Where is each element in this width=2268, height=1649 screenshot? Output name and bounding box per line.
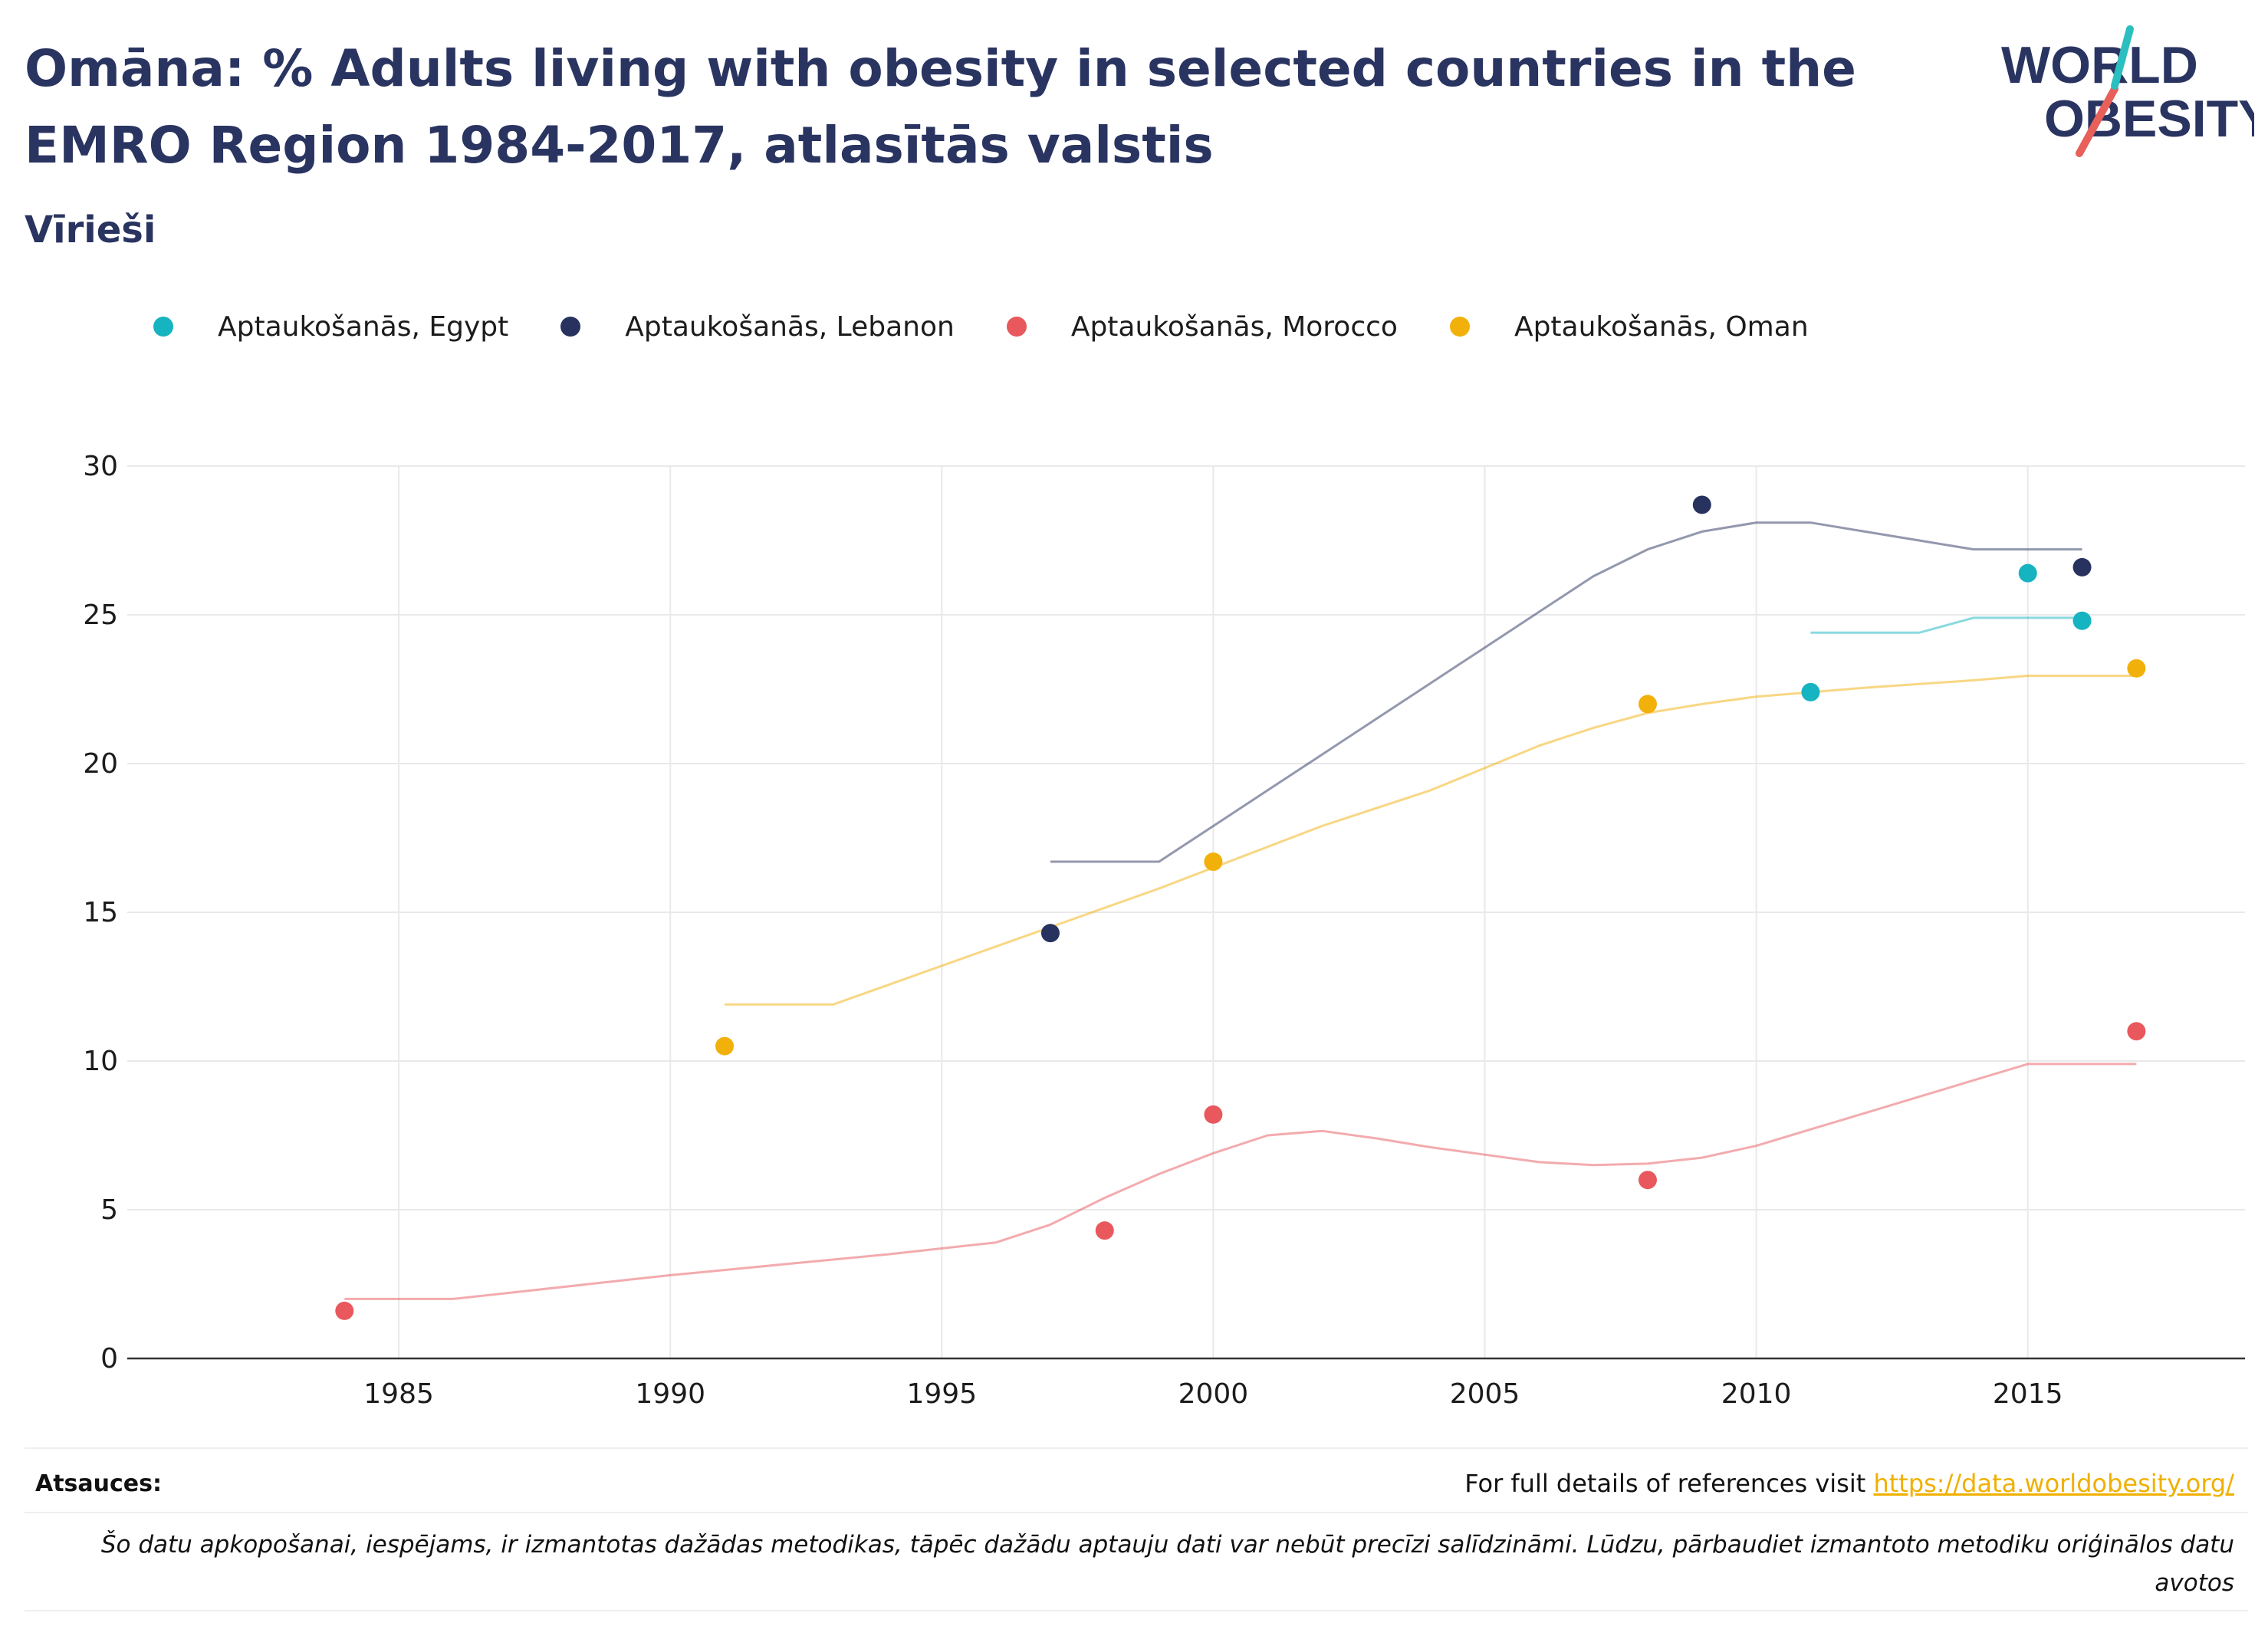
chart-title: Omāna: % Adults living with obesity in s…: [25, 39, 1856, 175]
legend-dot-icon: [1006, 317, 1027, 337]
y-tick-label: 10: [83, 1046, 118, 1077]
data-point: [2072, 557, 2092, 576]
data-point: [1204, 1105, 1223, 1124]
data-point: [2127, 1022, 2146, 1041]
trend-line: [1810, 616, 2082, 634]
data-point: [2072, 611, 2092, 630]
trend-line: [725, 675, 2137, 1006]
legend-label: Aptaukošanās, Oman: [1514, 310, 1809, 343]
data-point: [1638, 695, 1657, 714]
x-tick-label: 1995: [906, 1378, 977, 1410]
x-tick-label: 2000: [1178, 1378, 1249, 1410]
data-point: [2018, 563, 2037, 583]
footer-divider-top: [25, 1447, 2248, 1449]
legend-item[interactable]: Aptaukošanās, Lebanon: [560, 311, 955, 343]
legend-dot-icon: [153, 317, 173, 337]
y-tick-label: 5: [100, 1194, 118, 1226]
legend-item[interactable]: Aptaukošanās, Egypt: [153, 311, 508, 343]
legend-label: Aptaukošanās, Morocco: [1070, 310, 1398, 343]
legend-item[interactable]: Aptaukošanās, Oman: [1449, 310, 1809, 343]
data-point: [1692, 495, 1711, 514]
data-point: [1040, 924, 1060, 943]
data-point: [1095, 1221, 1114, 1240]
logo-slash-teal: [2111, 25, 2134, 90]
sources-label: Atsauces:: [35, 1470, 162, 1497]
data-point: [1638, 1171, 1657, 1190]
trend-line: [344, 1063, 2137, 1300]
logo-line2: OBESITY: [2044, 90, 2254, 148]
x-tick-label: 2005: [1450, 1378, 1520, 1410]
sources-text: For full details of references visit htt…: [1464, 1469, 2234, 1498]
data-point: [2127, 659, 2146, 678]
methodology-note: Šo datu apkopošanai, iespējams, ir izman…: [100, 1531, 2234, 1597]
x-tick-label: 1990: [635, 1378, 705, 1410]
y-tick-label: 25: [83, 599, 118, 631]
logo-slash-red: [2076, 85, 2118, 157]
data-point: [715, 1036, 735, 1056]
data-point: [335, 1301, 354, 1320]
legend-label: Aptaukošanās, Egypt: [218, 310, 509, 343]
chart-legend: Aptaukošanās, Egypt Aptaukošanās, Lebanon…: [153, 304, 1861, 350]
x-tick-label: 2015: [1993, 1378, 2063, 1410]
x-tick-label: 2010: [1721, 1378, 1792, 1410]
data-point: [1801, 682, 1820, 701]
trend-line: [1050, 521, 2082, 863]
y-tick-label: 20: [83, 748, 118, 780]
footer-divider-middle: [25, 1512, 2248, 1513]
world-obesity-logo: WORLD OBESITY: [1994, 23, 2268, 169]
legend-label: Aptaukošanās, Lebanon: [625, 310, 955, 343]
chart-plot: 1985 1990 1995 2000 2005 2010 2015 0 5 10 15 20 25 30: [83, 451, 2245, 1410]
chart-subtitle: Vīrieši: [25, 209, 156, 251]
legend-dot-icon: [560, 317, 581, 337]
logo-line1: WORLD: [2001, 36, 2198, 94]
legend-item[interactable]: Aptaukošanās, Morocco: [1006, 310, 1398, 343]
y-tick-label: 30: [83, 451, 118, 482]
legend-dot-icon: [1449, 317, 1470, 337]
y-tick-label: 0: [100, 1343, 118, 1375]
sources-text-prefix: For full details of references visit: [1464, 1469, 1874, 1498]
y-tick-label: 15: [83, 897, 118, 928]
sources-link[interactable]: https://data.worldobesity.org/: [1873, 1469, 2234, 1498]
footer-divider-bottom: [25, 1610, 2248, 1611]
data-point: [1204, 852, 1223, 872]
x-tick-label: 1985: [363, 1378, 434, 1410]
